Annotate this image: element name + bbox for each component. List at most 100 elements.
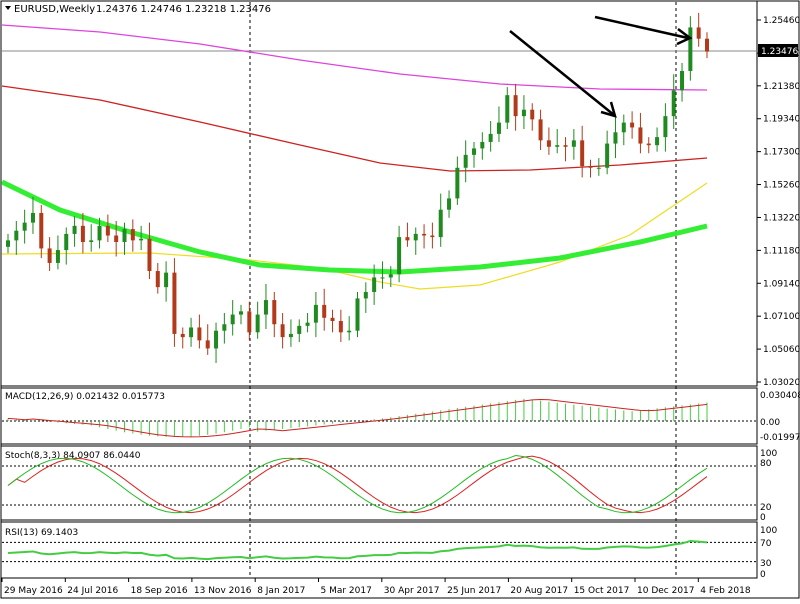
candle-body [230,314,235,325]
candle-body [39,212,44,249]
candle-body [563,145,568,147]
candle-body [680,70,685,91]
symbol-label: EURUSD,Weekly [14,4,95,15]
macd-tick-zero: 0.00 [760,418,780,428]
date-tick-label: 24 Jul 2016 [67,586,118,596]
arrow-mid-line [509,30,615,116]
candle-body [530,109,535,120]
macd-indicator [2,398,757,438]
candle-body [546,140,551,147]
ma-red-line [1,85,708,172]
moving-averages [0,24,708,290]
ma-green-line [0,179,708,275]
candle-body [222,324,227,331]
stoch-tick-100: 100 [760,449,777,459]
rsi-tick-100: 100 [760,526,777,536]
candle-body [463,154,468,168]
candle-body [696,27,701,39]
candle-body [80,225,85,242]
price-tick-label: 1.25460 [763,16,800,26]
stoch-indicator [2,454,757,514]
candle-body [313,304,318,323]
candle-body [663,116,668,138]
rsi-indicator [2,539,757,563]
candle-body [122,229,127,242]
candle-body [214,330,219,349]
candle-body [405,237,410,241]
candle-body [705,38,709,52]
candle-body [447,198,452,210]
rsi-pane-border [0,521,758,579]
candle-body [380,277,385,279]
candle-body [64,233,69,251]
date-tick-label: 20 Aug 2017 [510,586,568,596]
rsi-label: RSI(13) 69.1403 [5,528,78,538]
candle-body [30,212,35,223]
macd-tick-top: 0.030408 [760,391,800,401]
candle-body [89,240,94,242]
price-tick-label: 1.13220 [763,213,800,223]
candle-body [413,233,418,241]
candle-body [114,235,119,242]
candle-body [272,300,277,325]
rsi-line [7,539,708,561]
candle-body [255,314,260,333]
candle-body [280,324,285,338]
candle-body [438,209,443,238]
candle-body [688,27,693,71]
last-price-box [758,44,798,57]
candle-body [355,298,360,331]
stoch-label: Stoch(8,3,3) 84.0907 86.0440 [5,451,141,461]
rsi-tick-70: 70 [760,539,772,549]
candle-body [305,322,310,326]
price-tick-label: 1.21380 [763,82,800,92]
candle-body [189,327,194,338]
candle-body [338,321,343,333]
candle-body [205,340,210,349]
candle-body [655,137,660,146]
arrow-top-line [594,15,689,40]
stoch-tick-80: 80 [760,459,772,469]
price-tick-label: 1.17300 [763,148,800,158]
price-axis: 1.254601.234001.213801.193401.173001.152… [757,16,800,388]
candle-body [322,304,327,318]
candle-body [472,148,476,155]
candle-body [430,235,435,238]
price-tick-label: 1.19340 [763,115,800,125]
candle-body [363,291,368,299]
date-tick-label: 10 Dec 2017 [637,586,695,596]
candle-body [164,272,169,288]
candle-body [47,248,52,263]
candle-body [480,141,485,149]
candle-body [455,167,460,199]
date-tick-label: 25 Jun 2017 [447,586,501,596]
candle-body [488,133,493,142]
candle-body [605,143,610,168]
candle-body [588,166,593,168]
date-tick-label: 5 Mar 2017 [321,586,372,596]
candle-body [139,238,144,241]
candle-body [388,274,393,278]
candle-body [22,222,27,231]
candle-body [97,225,102,241]
date-tick-label: 4 Feb 2018 [700,586,751,596]
candle-body [6,240,10,247]
candle-body [172,272,177,334]
candle-body [555,145,560,147]
rsi-tick-30: 30 [760,559,772,569]
candle-body [55,250,60,263]
macd-label: MACD(12,26,9) 0.021432 0.015773 [5,392,165,402]
dropdown-triangle-icon[interactable] [5,6,11,10]
candle-body [521,109,526,117]
date-tick-label: 15 Oct 2017 [574,586,630,596]
candle-body [297,325,302,334]
candle-body [247,311,252,333]
date-tick-label: 29 May 2016 [4,586,63,596]
candle-body [347,330,352,333]
candle-body [505,95,510,123]
candle-body [239,311,243,315]
price-tick-label: 1.07100 [763,312,800,322]
